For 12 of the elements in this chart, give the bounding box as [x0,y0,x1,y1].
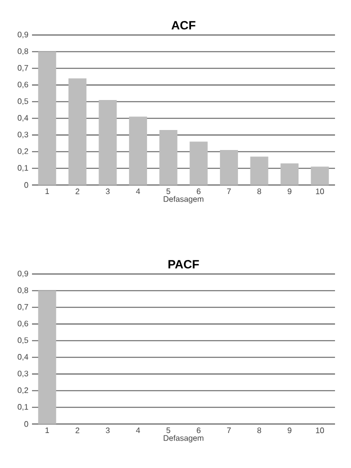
bar [38,52,56,185]
bar [129,116,148,185]
bar [280,163,299,185]
bar [159,130,178,185]
bar [68,78,86,185]
bar [190,142,208,185]
bar [220,150,238,185]
bar [98,100,117,185]
chart-title: PACF [168,260,199,268]
chart-title: ACF [172,21,196,30]
bar [310,166,329,185]
bar [250,156,268,185]
